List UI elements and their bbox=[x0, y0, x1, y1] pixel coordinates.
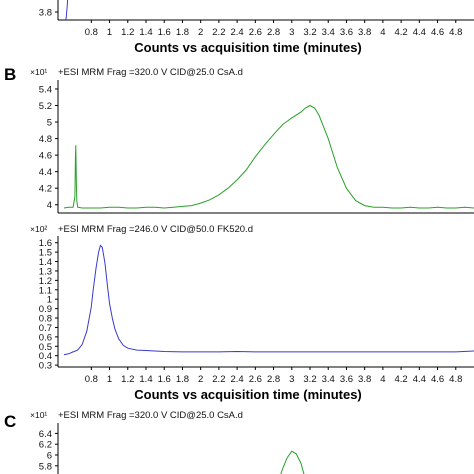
x-tick-label: 2.2 bbox=[212, 27, 225, 38]
y-tick-label: 0.3 bbox=[39, 361, 52, 372]
x-tick-label: 2.2 bbox=[212, 374, 225, 385]
x-tick-label: 2.6 bbox=[249, 27, 262, 38]
panel-a: 3.8 0.8 1 1.2 1.4 1.6 1.8 2 2.2 2.4 2.6 2.8 3 3.2 3.4… bbox=[39, 0, 474, 55]
panel-c-top-trace bbox=[280, 450, 305, 474]
panel-b-label: B bbox=[4, 65, 16, 84]
y-tick-label: 1.4 bbox=[39, 257, 52, 268]
x-tick-label: 4.4 bbox=[413, 27, 426, 38]
x-tick-label: 4 bbox=[380, 27, 385, 38]
x-tick-label: 1.8 bbox=[176, 374, 189, 385]
x-tick-label: 4.4 bbox=[413, 374, 426, 385]
panel-b-top: ×10¹ +ESI MRM Frag =320.0 V CID@25.0 CsA… bbox=[30, 67, 474, 214]
panel-a-y-ticks: 3.8 bbox=[39, 8, 58, 19]
y-tick-label: 0.5 bbox=[39, 342, 52, 353]
panel-b-bottom-y-ticks: 0.30.40.50.60.70.80.911.11.21.31.41.51.6 bbox=[39, 238, 58, 372]
x-tick-label: 2.8 bbox=[267, 374, 280, 385]
x-tick-label: 3 bbox=[289, 27, 294, 38]
x-tick-label: 4 bbox=[380, 374, 385, 385]
x-tick-label: 1 bbox=[107, 374, 112, 385]
x-tick-label: 3.2 bbox=[303, 27, 316, 38]
panel-a-x-axis-label: Counts vs acquisition time (minutes) bbox=[134, 40, 362, 55]
y-tick-label: 0.6 bbox=[39, 332, 52, 343]
y-tick-label: 1.3 bbox=[39, 266, 52, 277]
y-tick-label: 6.4 bbox=[39, 429, 52, 440]
y-tick-label: 4 bbox=[47, 200, 52, 211]
y-tick-label: 6.2 bbox=[39, 440, 52, 451]
panel-c-label: C bbox=[4, 412, 16, 431]
x-tick-label: 1.8 bbox=[176, 27, 189, 38]
x-tick-label: 4.6 bbox=[431, 27, 444, 38]
panel-b-top-title: +ESI MRM Frag =320.0 V CID@25.0 CsA.d bbox=[58, 67, 243, 78]
y-tick-label: 4.8 bbox=[39, 134, 52, 145]
y-tick-label: 6 bbox=[47, 451, 52, 462]
y-tick-label: 1.1 bbox=[39, 285, 52, 296]
panel-b-bottom-trace bbox=[63, 244, 474, 356]
panel-c-top-multiplier: ×10¹ bbox=[30, 410, 47, 420]
x-tick-label: 3.8 bbox=[358, 374, 371, 385]
x-tick-label: 1.6 bbox=[158, 27, 171, 38]
x-tick-label: 1.6 bbox=[158, 374, 171, 385]
panel-b-bottom-multiplier: ×10² bbox=[30, 224, 47, 234]
panel-b-bottom: ×10² +ESI MRM Frag =246.0 V CID@50.0 FK5… bbox=[30, 224, 474, 402]
y-tick-label: 0.4 bbox=[39, 351, 52, 362]
panel-c-top-y-ticks: 5.866.26.4 bbox=[39, 429, 58, 472]
y-tick-label: 4.2 bbox=[39, 184, 52, 195]
x-tick-label: 1.4 bbox=[139, 27, 152, 38]
x-tick-label: 2.8 bbox=[267, 27, 280, 38]
panel-a-x-ticks: 0.8 1 1.2 1.4 1.6 1.8 2 2.2 2.4 2.6 2.8 3 3.2 3.4 3.6 3… bbox=[85, 20, 462, 38]
x-tick-label: 4.6 bbox=[431, 374, 444, 385]
x-tick-label: 2.4 bbox=[231, 27, 244, 38]
panel-b-bottom-title: +ESI MRM Frag =246.0 V CID@50.0 FK520.d bbox=[58, 224, 253, 235]
x-tick-label: 2.6 bbox=[249, 374, 262, 385]
x-tick-label: 2 bbox=[198, 374, 203, 385]
panel-c-top-title: +ESI MRM Frag =320.0 V CID@25.0 CsA.d bbox=[58, 410, 243, 421]
x-tick-label: 1 bbox=[107, 27, 112, 38]
y-tick-label: 1.2 bbox=[39, 276, 52, 287]
panel-a-trace bbox=[65, 0, 69, 21]
y-tick-label: 3.8 bbox=[39, 8, 52, 19]
panel-b-top-trace bbox=[63, 104, 474, 209]
panel-b-top-multiplier: ×10¹ bbox=[30, 67, 47, 77]
y-tick-label: 5.8 bbox=[39, 461, 52, 472]
y-tick-label: 1.5 bbox=[39, 248, 52, 259]
y-tick-label: 5.2 bbox=[39, 101, 52, 112]
y-tick-label: 1.6 bbox=[39, 238, 52, 249]
x-tick-label: 1.2 bbox=[121, 374, 134, 385]
x-tick-label: 3.2 bbox=[303, 374, 316, 385]
x-tick-label: 3.6 bbox=[340, 27, 353, 38]
y-tick-label: 0.8 bbox=[39, 314, 52, 325]
y-tick-label: 4.4 bbox=[39, 167, 52, 178]
x-tick-label: 0.8 bbox=[85, 374, 98, 385]
x-tick-label: 1.2 bbox=[121, 27, 134, 38]
y-tick-label: 0.7 bbox=[39, 323, 52, 334]
y-tick-label: 0.9 bbox=[39, 304, 52, 315]
panel-b-top-y-ticks: 4 4.2 4.4 4.6 4.8 5 5.2 5.4 bbox=[39, 84, 58, 211]
x-tick-label: 3 bbox=[289, 374, 294, 385]
x-tick-label: 3.6 bbox=[340, 374, 353, 385]
y-tick-label: 5 bbox=[47, 118, 52, 129]
x-tick-label: 4.8 bbox=[449, 374, 462, 385]
x-tick-label: 1.4 bbox=[139, 374, 152, 385]
x-tick-label: 3.4 bbox=[322, 27, 335, 38]
x-tick-label: 2 bbox=[198, 27, 203, 38]
panel-b-bottom-x-axis-label: Counts vs acquisition time (minutes) bbox=[134, 387, 362, 402]
x-tick-label: 4.8 bbox=[449, 27, 462, 38]
x-tick-label: 2.4 bbox=[231, 374, 244, 385]
x-tick-label: 0.8 bbox=[85, 27, 98, 38]
x-tick-label: 3.4 bbox=[322, 374, 335, 385]
y-tick-label: 1 bbox=[47, 295, 52, 306]
x-tick-label: 4.2 bbox=[395, 374, 408, 385]
panel-b-bottom-x-ticks: 0.8 1 1.2 1.4 1.6 1.8 2 2.2 2.4 2.6 2.8 3 3.2 3.4 3.6 3… bbox=[85, 367, 462, 385]
y-tick-label: 5.4 bbox=[39, 84, 52, 95]
panel-c-top: ×10¹ +ESI MRM Frag =320.0 V CID@25.0 CsA… bbox=[30, 410, 305, 474]
x-tick-label: 4.2 bbox=[395, 27, 408, 38]
x-tick-label: 3.8 bbox=[358, 27, 371, 38]
y-tick-label: 4.6 bbox=[39, 151, 52, 162]
